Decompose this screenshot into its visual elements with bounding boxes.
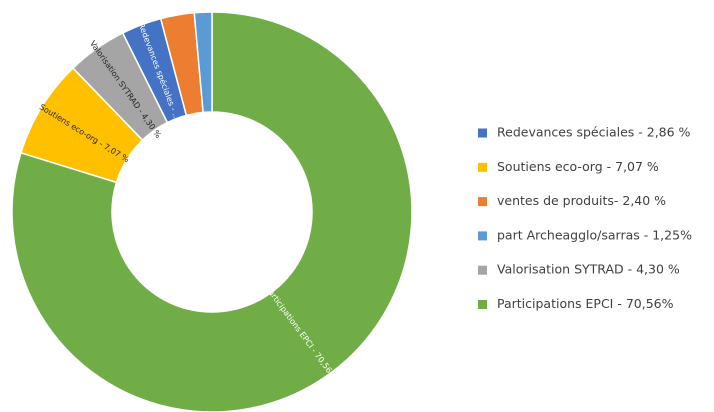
slice	[11, 11, 413, 412]
legend-swatch	[478, 162, 487, 172]
legend-swatch	[478, 128, 487, 138]
slice	[193, 11, 213, 114]
legend-label: Soutiens eco-org - 7,07 %	[497, 159, 659, 174]
legend-swatch	[478, 197, 487, 207]
legend-label: part Archeagglo/sarras - 1,25%	[497, 227, 692, 242]
legend-label: Participations EPCI - 70,56%	[497, 296, 674, 311]
legend-label: ventes de produits- 2,40 %	[497, 193, 666, 208]
legend-swatch	[478, 265, 487, 275]
legend-swatch	[478, 300, 487, 309]
legend-label: Redevances spéciales - 2,86 %	[497, 125, 691, 140]
legend-label: Valorisation SYTRAD - 4,30 %	[497, 262, 680, 277]
legend-swatch	[478, 231, 487, 241]
